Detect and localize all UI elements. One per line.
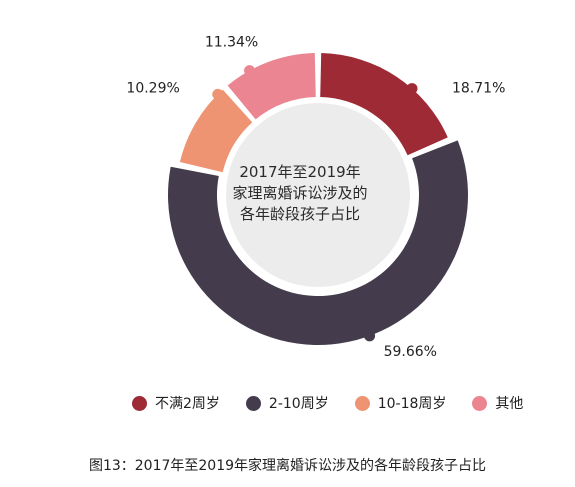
slice-2-10	[168, 140, 469, 345]
center-disc	[226, 103, 410, 287]
slices-layer	[168, 53, 469, 345]
value-label-under-2: 18.71%	[452, 81, 505, 97]
center-title: 2017年至2019年 家理离婚诉讼涉及的 各年龄段孩子占比	[230, 162, 370, 225]
legend-item-10-18: 10-18周岁	[354, 393, 447, 413]
legend-item-2-10: 2-10周岁	[245, 393, 329, 413]
legend-swatch	[245, 395, 261, 411]
slice-marker-10-18	[212, 88, 224, 100]
legend: 不满2周岁 2-10周岁 10-18周岁 其他	[132, 392, 523, 414]
legend-label: 其他	[495, 396, 524, 412]
center-title-line-3: 各年龄段孩子占比	[239, 205, 360, 223]
center-title-line-1: 2017年至2019年	[239, 163, 361, 181]
slice-marker-2-10	[364, 330, 376, 342]
legend-item-under-2: 不满2周岁	[132, 393, 220, 413]
legend-swatch	[132, 395, 147, 411]
value-label-other: 11.34%	[205, 35, 258, 51]
legend-label: 不满2周岁	[155, 396, 220, 412]
slice-other	[227, 53, 316, 120]
legend-swatch	[472, 395, 488, 411]
slice-10-18	[179, 89, 253, 173]
legend-label: 10-18周岁	[377, 396, 447, 412]
value-label-2-10: 59.66%	[384, 344, 437, 360]
slice-marker-other	[244, 65, 256, 77]
value-label-10-18: 10.29%	[126, 80, 179, 96]
slice-under-2	[320, 53, 448, 156]
value-labels-layer: 18.71% 59.66% 10.29% 11.34%	[126, 35, 505, 360]
slice-marker-under-2	[406, 83, 418, 95]
center-title-line-2: 家理离婚诉讼涉及的	[232, 184, 368, 202]
figure-caption: 图13：2017年至2019年家理离婚诉讼涉及的各年龄段孩子占比	[88, 458, 487, 474]
legend-swatch	[354, 395, 370, 411]
legend-item-other: 其他	[472, 393, 523, 413]
legend-label: 2-10周岁	[268, 396, 329, 412]
